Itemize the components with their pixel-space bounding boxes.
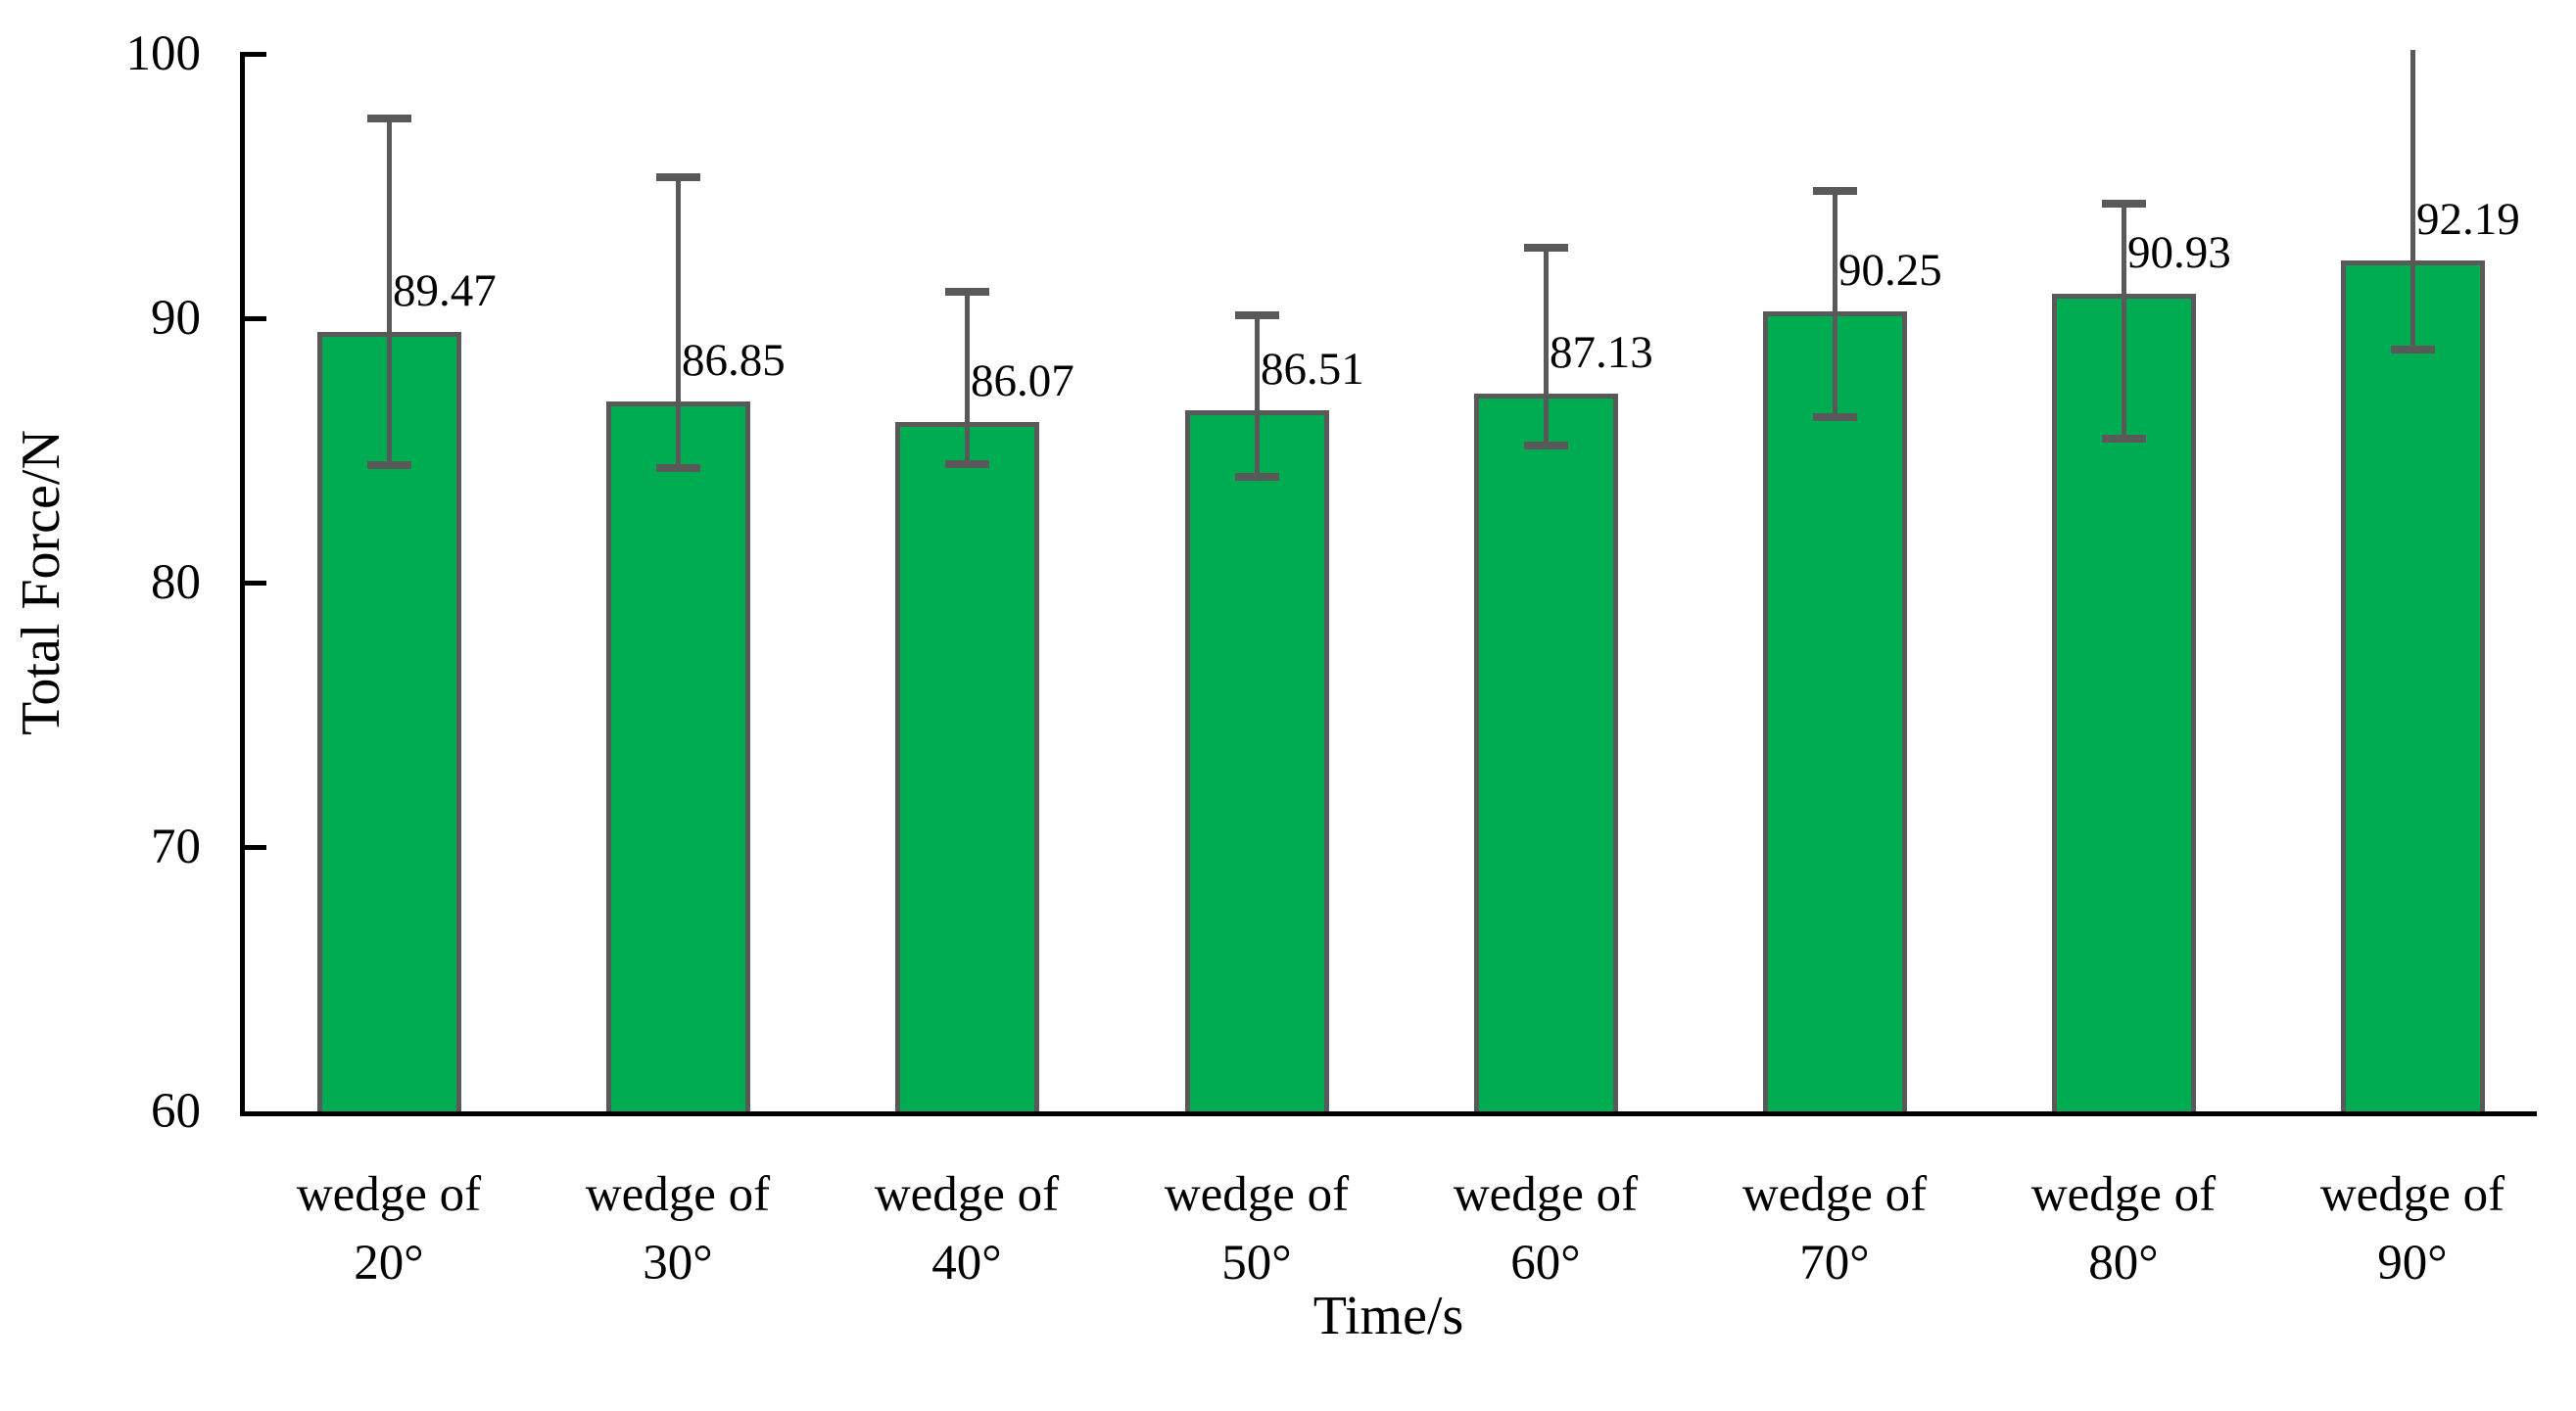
- error-bar-top-cap: [655, 172, 700, 181]
- data-label: 86.85: [682, 335, 786, 387]
- error-bar-top-cap: [2101, 199, 2146, 208]
- bar: [605, 401, 750, 1114]
- data-label: 90.93: [2127, 226, 2231, 278]
- error-bar-bottom-cap: [2390, 346, 2435, 354]
- x-category-label-line2: 20°: [354, 1236, 424, 1291]
- data-label: 86.51: [1261, 344, 1364, 396]
- x-category-label-line1: wedge of: [1453, 1167, 1639, 1222]
- bar: [1762, 311, 1907, 1114]
- x-category-label-line2: 80°: [2088, 1236, 2159, 1291]
- error-bar-top-cap: [1234, 311, 1279, 320]
- error-bar-top-cap: [944, 288, 989, 296]
- y-axis-line: [240, 52, 245, 1116]
- error-bar-line: [2121, 203, 2126, 439]
- bar: [1473, 394, 1618, 1114]
- bar: [2340, 259, 2485, 1114]
- y-axis-title: Total Force/N: [11, 430, 72, 735]
- x-category-label-line2: 30°: [643, 1236, 713, 1291]
- y-tick-label: 70: [151, 820, 201, 874]
- error-bar-bottom-cap: [2101, 434, 2146, 443]
- x-category-label-line1: wedge of: [585, 1167, 771, 1222]
- x-axis-title: Time/s: [1312, 1286, 1464, 1346]
- y-tick-mark: [245, 52, 266, 57]
- error-bar-line: [1832, 191, 1837, 418]
- y-tick-label: 80: [151, 555, 201, 610]
- error-bar-bottom-cap: [655, 463, 700, 472]
- error-bar-line: [1254, 315, 1260, 477]
- error-bar-bottom-cap: [1523, 441, 1568, 449]
- x-category-label-line2: 40°: [931, 1236, 1002, 1291]
- error-bar-line: [386, 118, 392, 465]
- error-bar-bottom-cap: [366, 460, 411, 469]
- error-bar-top-cap: [366, 115, 411, 123]
- error-bar-top-cap: [1812, 187, 1857, 196]
- y-tick-mark: [245, 316, 266, 321]
- bar: [1184, 410, 1329, 1114]
- error-bar-line: [1543, 248, 1549, 446]
- data-label: 87.13: [1550, 327, 1653, 379]
- data-label: 90.25: [1838, 245, 1942, 297]
- bar: [894, 422, 1039, 1114]
- error-bar-line: [2409, 49, 2415, 351]
- x-category-label-line1: wedge of: [1164, 1167, 1350, 1222]
- x-category-label-line2: 70°: [1799, 1236, 1870, 1291]
- data-label: 86.07: [971, 355, 1074, 407]
- error-bar-bottom-cap: [1812, 413, 1857, 422]
- x-axis-line: [240, 1111, 2537, 1116]
- y-tick-label: 60: [151, 1084, 201, 1139]
- x-category-label-line2: 60°: [1510, 1236, 1581, 1291]
- x-category-label-line1: wedge of: [2319, 1167, 2505, 1222]
- error-bar-bottom-cap: [1234, 473, 1279, 481]
- error-bar-top-cap: [1523, 244, 1568, 253]
- x-category-label-line1: wedge of: [2030, 1167, 2217, 1222]
- y-tick-label: 100: [125, 26, 202, 81]
- error-bar-bottom-cap: [944, 459, 989, 468]
- x-category-label-line1: wedge of: [296, 1167, 482, 1222]
- x-category-label-line2: 90°: [2377, 1236, 2448, 1291]
- y-tick-mark: [245, 845, 266, 850]
- error-bar-line: [675, 176, 681, 468]
- error-bar-line: [964, 292, 970, 464]
- y-tick-label: 90: [151, 291, 201, 346]
- y-tick-mark: [245, 581, 266, 586]
- data-label: 92.19: [2416, 193, 2520, 245]
- data-label: 89.47: [393, 265, 497, 317]
- x-category-label-line1: wedge of: [874, 1167, 1060, 1222]
- x-category-label-line1: wedge of: [1741, 1167, 1928, 1222]
- x-category-label-line2: 50°: [1221, 1236, 1292, 1291]
